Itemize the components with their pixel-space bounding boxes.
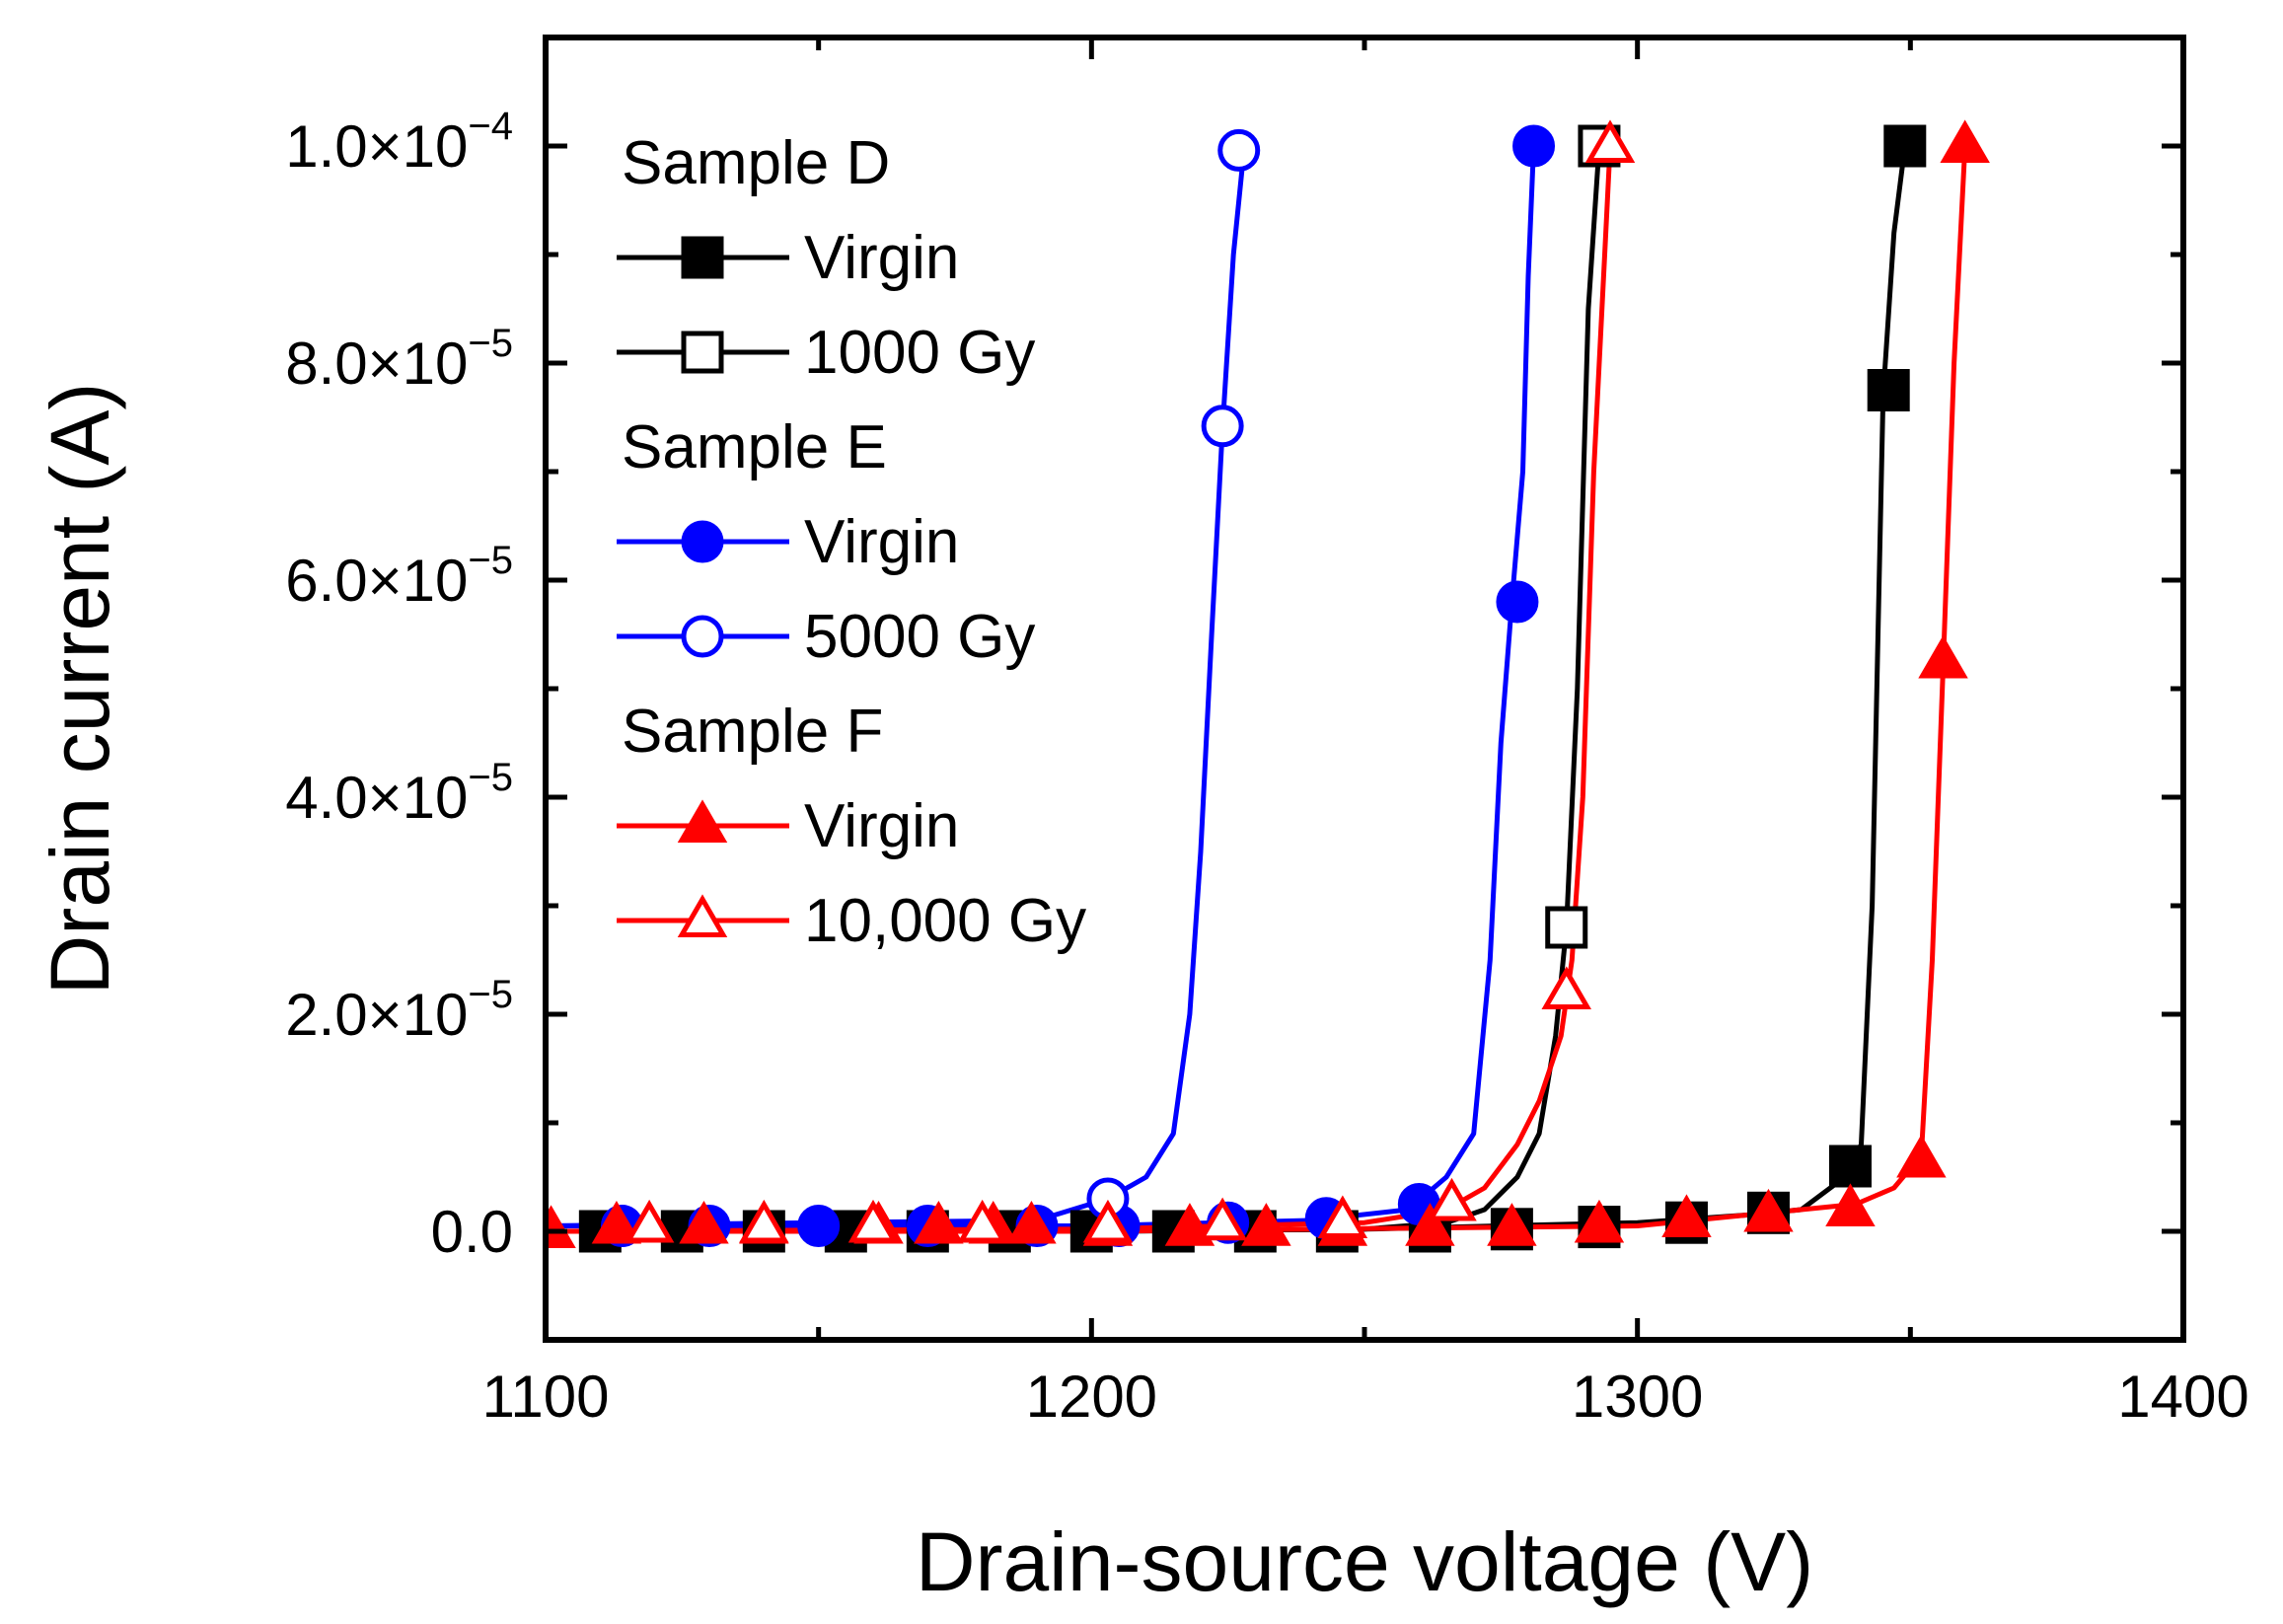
series-2-point xyxy=(1496,580,1539,624)
legend-group-title: Sample E xyxy=(622,413,887,481)
series-4-point xyxy=(1405,1203,1455,1246)
y-tick-label: 0.0 xyxy=(431,1199,513,1265)
series-2-point xyxy=(1512,124,1556,168)
series-5-point xyxy=(1082,1199,1134,1243)
legend-marker xyxy=(681,236,724,279)
series-2-point xyxy=(797,1205,841,1247)
y-tick-label: 4.0×10−5 xyxy=(285,756,513,831)
series-4-point xyxy=(1825,1183,1876,1226)
series-1-point xyxy=(1545,906,1588,949)
y-tick-label: 6.0×10−5 xyxy=(285,539,513,614)
legend-group-title: Sample D xyxy=(622,129,890,197)
series-4-point xyxy=(1661,1194,1712,1237)
series-4-point xyxy=(1487,1203,1537,1246)
legend-marker xyxy=(681,331,724,374)
legend-entry-label: Virgin xyxy=(804,224,959,292)
legend: Sample D Virgin 1000 Gy Sample E Virgin 5000 … xyxy=(617,129,1086,955)
y-tick-label: 8.0×10−5 xyxy=(285,322,513,397)
series-3-point xyxy=(1201,405,1244,448)
series-4-point xyxy=(914,1200,964,1244)
series-4-point xyxy=(1241,1203,1291,1246)
legend-entry-label: Virgin xyxy=(804,792,959,860)
series-5-point xyxy=(1427,1177,1477,1221)
y-axis-title: Drain current (A) xyxy=(34,383,126,996)
series-5-point xyxy=(1584,119,1636,163)
legend-entry-label: Virgin xyxy=(804,508,959,576)
series-5-point xyxy=(739,1199,789,1243)
series-5-point xyxy=(1197,1197,1248,1241)
x-tick-label: 1400 xyxy=(2117,1364,2248,1430)
legend-entry-label: 1000 Gy xyxy=(804,319,1035,387)
y-tick-label: 1.0×10−4 xyxy=(285,105,513,180)
series-0-point xyxy=(1828,1144,1872,1188)
series-0-point xyxy=(1883,124,1927,168)
series-4-point xyxy=(546,1205,576,1248)
series-4-point xyxy=(1006,1200,1057,1244)
x-tick-label: 1300 xyxy=(1572,1364,1703,1430)
ticks-layer xyxy=(543,35,2186,1343)
series-4-point xyxy=(591,1200,642,1244)
x-tick-label: 1200 xyxy=(1026,1364,1157,1430)
series-4-point xyxy=(1743,1188,1794,1232)
series-4-point xyxy=(1918,634,1968,679)
series-5-point xyxy=(624,1199,675,1243)
x-axis-title: Drain-source voltage (V) xyxy=(916,1515,1813,1608)
series-4-point xyxy=(679,1200,729,1244)
series-5-point xyxy=(957,1199,1007,1243)
series-4-point xyxy=(1896,1134,1947,1178)
legend-entry-label: 10,000 Gy xyxy=(804,887,1086,955)
series-line-5 xyxy=(546,145,1613,1234)
series-4-point xyxy=(1940,119,1990,163)
legend-group-title: Sample F xyxy=(622,698,883,766)
series-layer xyxy=(546,119,1990,1253)
series-4-point xyxy=(1574,1199,1625,1243)
legend-marker xyxy=(681,615,724,658)
y-tick-label: 2.0×10−5 xyxy=(285,973,513,1048)
x-tick-label: 1100 xyxy=(481,1364,609,1430)
series-0-point xyxy=(1867,369,1910,411)
labels-layer: 1100 1200 1300 1400 0.0 2.0×10−5 4.0×10−5 6.0×1… xyxy=(285,105,2249,1430)
series-5-point xyxy=(1541,966,1591,1009)
series-5-point xyxy=(847,1199,899,1243)
series-3-point xyxy=(1217,128,1261,172)
legend-entry-label: 5000 Gy xyxy=(804,603,1035,671)
legend-marker xyxy=(677,894,728,937)
series-4-point xyxy=(1164,1203,1215,1246)
series-5-point xyxy=(1317,1195,1368,1239)
legend-marker xyxy=(677,799,728,843)
legend-marker xyxy=(681,520,724,563)
